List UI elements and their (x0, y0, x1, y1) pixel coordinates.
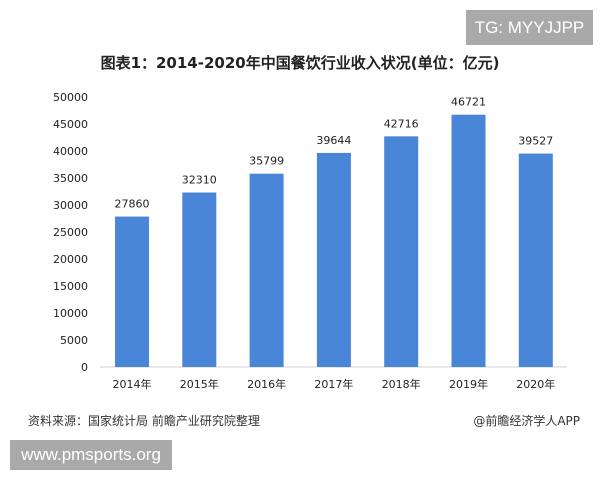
bar (518, 153, 553, 367)
y-tick-label: 35000 (53, 172, 88, 185)
y-tick-label: 50000 (53, 91, 88, 104)
data-label: 27860 (115, 198, 150, 211)
data-label: 32310 (182, 174, 217, 187)
x-tick-label: 2018年 (382, 377, 421, 391)
y-tick-label: 45000 (53, 118, 88, 131)
x-tick-label: 2015年 (180, 377, 219, 391)
y-tick-label: 15000 (53, 280, 88, 293)
data-label: 35799 (249, 155, 284, 168)
credit-note: @前瞻经济学人APP (473, 414, 580, 428)
x-tick-label: 2020年 (516, 377, 555, 391)
x-tick-label: 2017年 (314, 377, 353, 391)
bar (316, 152, 351, 367)
y-tick-label: 40000 (53, 145, 88, 158)
x-tick-label: 2014年 (113, 377, 152, 391)
tg-watermark: TG: MYYJJPP (466, 10, 593, 45)
x-tick-label: 2016年 (247, 377, 286, 391)
site-watermark: www.pmsports.org (10, 440, 172, 470)
bar (249, 173, 284, 367)
bar (182, 192, 217, 367)
y-tick-label: 30000 (53, 199, 88, 212)
y-tick-label: 0 (81, 361, 88, 374)
y-tick-label: 25000 (53, 226, 88, 239)
y-tick-label: 20000 (53, 253, 88, 266)
y-tick-label: 5000 (60, 334, 88, 347)
data-label: 46721 (451, 96, 486, 109)
bar (451, 114, 486, 367)
bar (384, 136, 419, 367)
data-label: 39644 (316, 134, 351, 147)
data-label: 39527 (518, 135, 553, 148)
y-tick-label: 10000 (53, 307, 88, 320)
bar (115, 216, 149, 367)
chart-title: 图表1：2014-2020年中国餐饮行业收入状况(单位：亿元) (100, 54, 500, 72)
source-note: 资料来源：国家统计局 前瞻产业研究院整理 (28, 414, 260, 428)
x-tick-label: 2019年 (449, 377, 488, 391)
data-label: 42716 (384, 117, 419, 130)
